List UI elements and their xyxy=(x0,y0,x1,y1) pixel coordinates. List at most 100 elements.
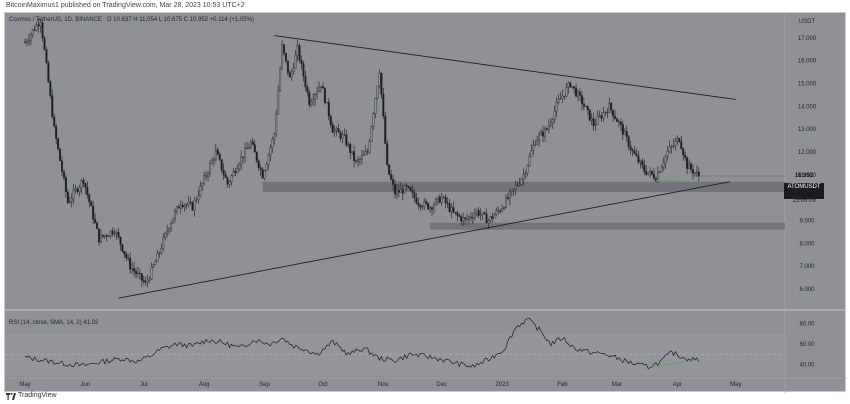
candle-body xyxy=(300,59,303,64)
price-tag-symbol: ATOMUSDT xyxy=(787,184,821,190)
candle-body xyxy=(125,253,128,258)
candle-body xyxy=(117,232,120,238)
time-tick-label: Jun xyxy=(81,382,91,388)
time-tick-label: Nov xyxy=(378,382,389,388)
candle-body xyxy=(230,175,233,182)
candle-body xyxy=(72,189,75,199)
candle-body xyxy=(353,151,356,161)
candle-body xyxy=(487,220,490,224)
candle-body xyxy=(59,148,62,162)
candle-body xyxy=(493,214,496,219)
candle-body xyxy=(649,170,652,173)
candle-body xyxy=(64,177,67,193)
candle-body xyxy=(150,266,153,280)
candle-body xyxy=(53,116,56,127)
candle-body xyxy=(483,212,486,214)
price-tick-label: 15.000 xyxy=(798,82,817,88)
candle-body xyxy=(557,99,560,104)
candle-body xyxy=(123,251,126,255)
candle-body xyxy=(588,109,591,121)
candle-body xyxy=(261,169,264,179)
candle-body xyxy=(185,204,188,206)
candle-body xyxy=(129,258,132,270)
candle-body xyxy=(103,235,106,237)
candle-body xyxy=(653,173,656,179)
candle-body xyxy=(440,196,443,203)
candle-body xyxy=(543,128,546,137)
last-price-value-box: 10.952 xyxy=(784,172,824,182)
candle-body xyxy=(244,147,247,158)
candle-body xyxy=(485,213,488,224)
price-axis-currency: USDT xyxy=(799,19,816,25)
candle-body xyxy=(101,234,104,237)
candle-body xyxy=(475,210,478,214)
candle-body xyxy=(508,191,511,199)
chart-panel[interactable]: USDT 17.000 16.000 15.000 14.000 13.000 12.000… xyxy=(4,12,847,393)
candle-body xyxy=(275,113,278,135)
price-tick-label: 8.000 xyxy=(799,241,815,247)
rsi-legend-text: RSI (14, close, SMA, 14, 2) 41.02 xyxy=(9,320,99,326)
candle-body xyxy=(427,202,430,210)
tradingview-logo-icon xyxy=(6,393,16,400)
published-text: BitcoinMaximus1 published on TradingView… xyxy=(6,2,245,9)
candle-body xyxy=(617,121,620,123)
candle-body xyxy=(674,141,677,146)
candle-body xyxy=(253,144,256,153)
candle-body xyxy=(47,62,50,83)
chart-svg[interactable]: USDT 17.000 16.000 15.000 14.000 13.000 12.000… xyxy=(5,13,847,393)
candle-body xyxy=(397,190,400,193)
candle-body xyxy=(316,91,319,95)
candle-body xyxy=(639,160,642,163)
candle-body xyxy=(257,160,260,168)
candle-body xyxy=(434,199,437,206)
candle-body xyxy=(429,207,432,210)
candle-body xyxy=(464,217,467,220)
candle-body xyxy=(171,218,174,224)
candle-body xyxy=(456,212,459,216)
candle-body xyxy=(263,170,266,179)
candle-body xyxy=(249,141,252,148)
candle-body xyxy=(411,190,414,193)
candle-body xyxy=(281,44,284,69)
candle-body xyxy=(489,216,492,221)
candle-body xyxy=(115,232,118,234)
candle-body xyxy=(321,86,324,89)
candle-body xyxy=(337,128,340,133)
candle-body xyxy=(545,128,548,130)
candle-body xyxy=(688,163,691,169)
candle-body xyxy=(148,278,151,281)
footer: TradingView xyxy=(0,390,850,404)
rsi-tick-label: 60.00 xyxy=(799,342,815,348)
candle-body xyxy=(74,188,77,191)
candle-body xyxy=(382,94,385,117)
candle-body xyxy=(286,60,289,73)
symbol-legend: Cosmos / TetherUS, 1D, BINANCE O 10.837 … xyxy=(9,17,254,23)
candle-body xyxy=(676,138,679,142)
candle-body xyxy=(672,145,675,147)
candle-body xyxy=(450,207,453,212)
candle-body xyxy=(631,149,634,152)
candle-body xyxy=(473,213,476,218)
candle-body xyxy=(33,29,36,31)
candle-body xyxy=(84,183,87,188)
candle-body xyxy=(279,68,282,91)
price-tick-label: 16.000 xyxy=(798,59,817,65)
candle-body xyxy=(577,91,580,97)
candle-body xyxy=(197,195,200,200)
candle-body xyxy=(651,170,654,175)
candle-body xyxy=(526,165,529,174)
candle-body xyxy=(623,131,626,135)
candle-body xyxy=(415,197,418,204)
candle-body xyxy=(664,155,667,164)
candle-body xyxy=(561,95,564,99)
candle-body xyxy=(380,72,383,95)
candle-body xyxy=(575,87,578,97)
rsi-legend: RSI (14, close, SMA, 14, 2) 41.02 xyxy=(9,320,98,326)
candle-body xyxy=(306,86,309,93)
candle-body xyxy=(49,81,52,96)
candle-body xyxy=(413,192,416,199)
candle-body xyxy=(403,185,406,194)
candle-body xyxy=(144,281,147,283)
candle-body xyxy=(432,204,435,210)
candle-body xyxy=(195,199,198,201)
